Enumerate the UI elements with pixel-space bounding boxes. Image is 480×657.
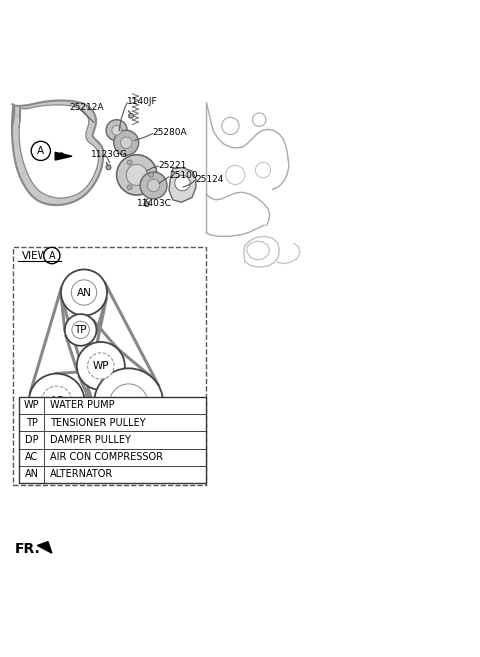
Circle shape (61, 269, 107, 315)
Circle shape (126, 164, 147, 185)
Polygon shape (12, 101, 103, 205)
Text: AC: AC (49, 396, 64, 407)
Text: TENSIONER PULLEY: TENSIONER PULLEY (50, 418, 145, 428)
Circle shape (77, 342, 125, 390)
Text: 11403C: 11403C (137, 199, 172, 208)
Text: 25280A: 25280A (153, 128, 187, 137)
Circle shape (114, 130, 139, 155)
Text: A: A (37, 146, 44, 156)
Polygon shape (54, 152, 72, 160)
Circle shape (127, 185, 132, 190)
Text: AN: AN (24, 469, 39, 480)
Text: AC: AC (25, 452, 38, 462)
Circle shape (106, 120, 127, 141)
Circle shape (140, 172, 167, 199)
FancyBboxPatch shape (19, 397, 206, 414)
Text: DP: DP (25, 435, 38, 445)
FancyBboxPatch shape (19, 431, 206, 449)
Circle shape (144, 202, 149, 206)
Circle shape (72, 321, 89, 338)
Text: AIR CON COMPRESSOR: AIR CON COMPRESSOR (50, 452, 163, 462)
Text: DAMPER PULLEY: DAMPER PULLEY (50, 435, 131, 445)
Circle shape (117, 155, 157, 195)
FancyBboxPatch shape (19, 466, 206, 483)
Circle shape (149, 173, 154, 177)
Text: TP: TP (74, 325, 87, 335)
Circle shape (65, 314, 96, 346)
Text: 25212A: 25212A (70, 103, 104, 112)
Text: AN: AN (77, 288, 91, 298)
Text: 1140JF: 1140JF (127, 97, 158, 106)
Circle shape (94, 369, 163, 438)
Polygon shape (37, 541, 52, 553)
Circle shape (29, 374, 84, 429)
Text: WP: WP (24, 400, 39, 411)
Text: A: A (48, 250, 55, 261)
Circle shape (112, 125, 121, 135)
Text: 1123GG: 1123GG (91, 150, 128, 159)
Text: FR.: FR. (14, 542, 40, 556)
Text: 25100: 25100 (169, 171, 198, 181)
FancyBboxPatch shape (19, 414, 206, 431)
Text: WATER PUMP: WATER PUMP (50, 400, 115, 411)
FancyBboxPatch shape (19, 449, 206, 466)
Circle shape (106, 165, 111, 170)
Circle shape (147, 179, 160, 192)
Circle shape (127, 160, 132, 165)
Text: VIEW: VIEW (22, 250, 49, 261)
Text: TP: TP (26, 418, 37, 428)
Circle shape (44, 248, 60, 263)
Circle shape (72, 280, 96, 305)
Text: ALTERNATOR: ALTERNATOR (50, 469, 113, 480)
Circle shape (41, 386, 72, 417)
Text: DP: DP (121, 398, 136, 408)
Circle shape (120, 137, 132, 148)
Polygon shape (19, 105, 98, 198)
Circle shape (109, 384, 148, 422)
Circle shape (175, 175, 190, 191)
Polygon shape (55, 152, 72, 160)
Polygon shape (169, 168, 196, 202)
Circle shape (129, 114, 133, 118)
Text: 25221: 25221 (158, 161, 187, 170)
Text: WP: WP (93, 361, 109, 371)
Circle shape (31, 141, 50, 160)
Text: 25124: 25124 (195, 175, 223, 184)
Circle shape (87, 353, 114, 379)
